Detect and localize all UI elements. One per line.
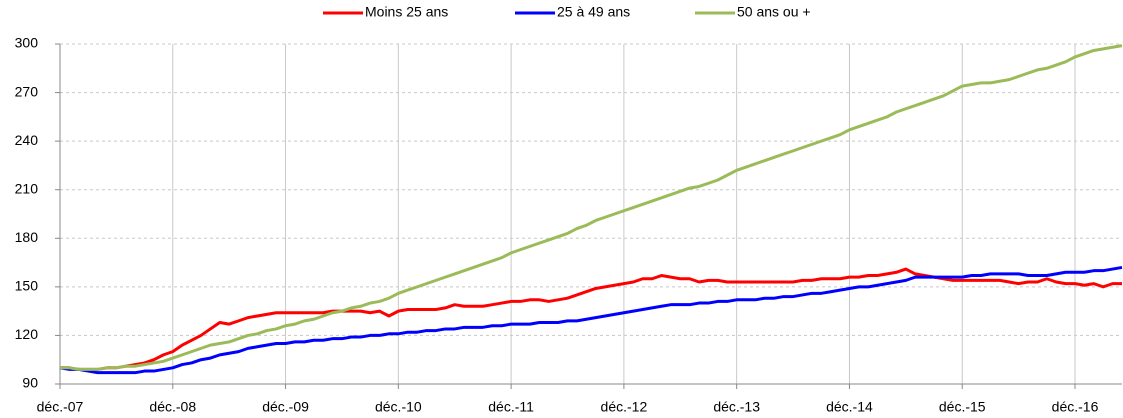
legend-label: Moins 25 ans xyxy=(365,4,448,20)
y-tick-label: 180 xyxy=(15,229,39,245)
y-tick-label: 90 xyxy=(22,375,38,391)
x-tick-label: déc.-16 xyxy=(1052,399,1099,415)
series-line xyxy=(60,267,1122,371)
x-tick-label: déc.-08 xyxy=(149,399,196,415)
x-tick-label: déc.-14 xyxy=(826,399,873,415)
x-tick-label: déc.-11 xyxy=(488,399,534,415)
series-line xyxy=(59,265,1123,375)
legend-label: 50 ans ou + xyxy=(737,4,811,20)
x-tick-label: déc.-07 xyxy=(37,399,84,415)
legend-label: 25 à 49 ans xyxy=(557,4,630,20)
y-tick-label: 300 xyxy=(15,35,39,51)
x-tick-label: déc.-09 xyxy=(262,399,309,415)
x-tick-label: déc.-13 xyxy=(713,399,760,415)
y-tick-label: 120 xyxy=(15,326,39,342)
y-tick-label: 150 xyxy=(15,278,39,294)
x-tick-label: déc.-10 xyxy=(375,399,422,415)
y-tick-label: 240 xyxy=(15,132,39,148)
series-line xyxy=(60,44,1123,371)
x-tick-label: déc.-12 xyxy=(601,399,648,415)
y-tick-label: 210 xyxy=(15,180,39,196)
y-tick-label: 270 xyxy=(15,83,39,99)
x-tick-label: déc.-15 xyxy=(939,399,986,415)
